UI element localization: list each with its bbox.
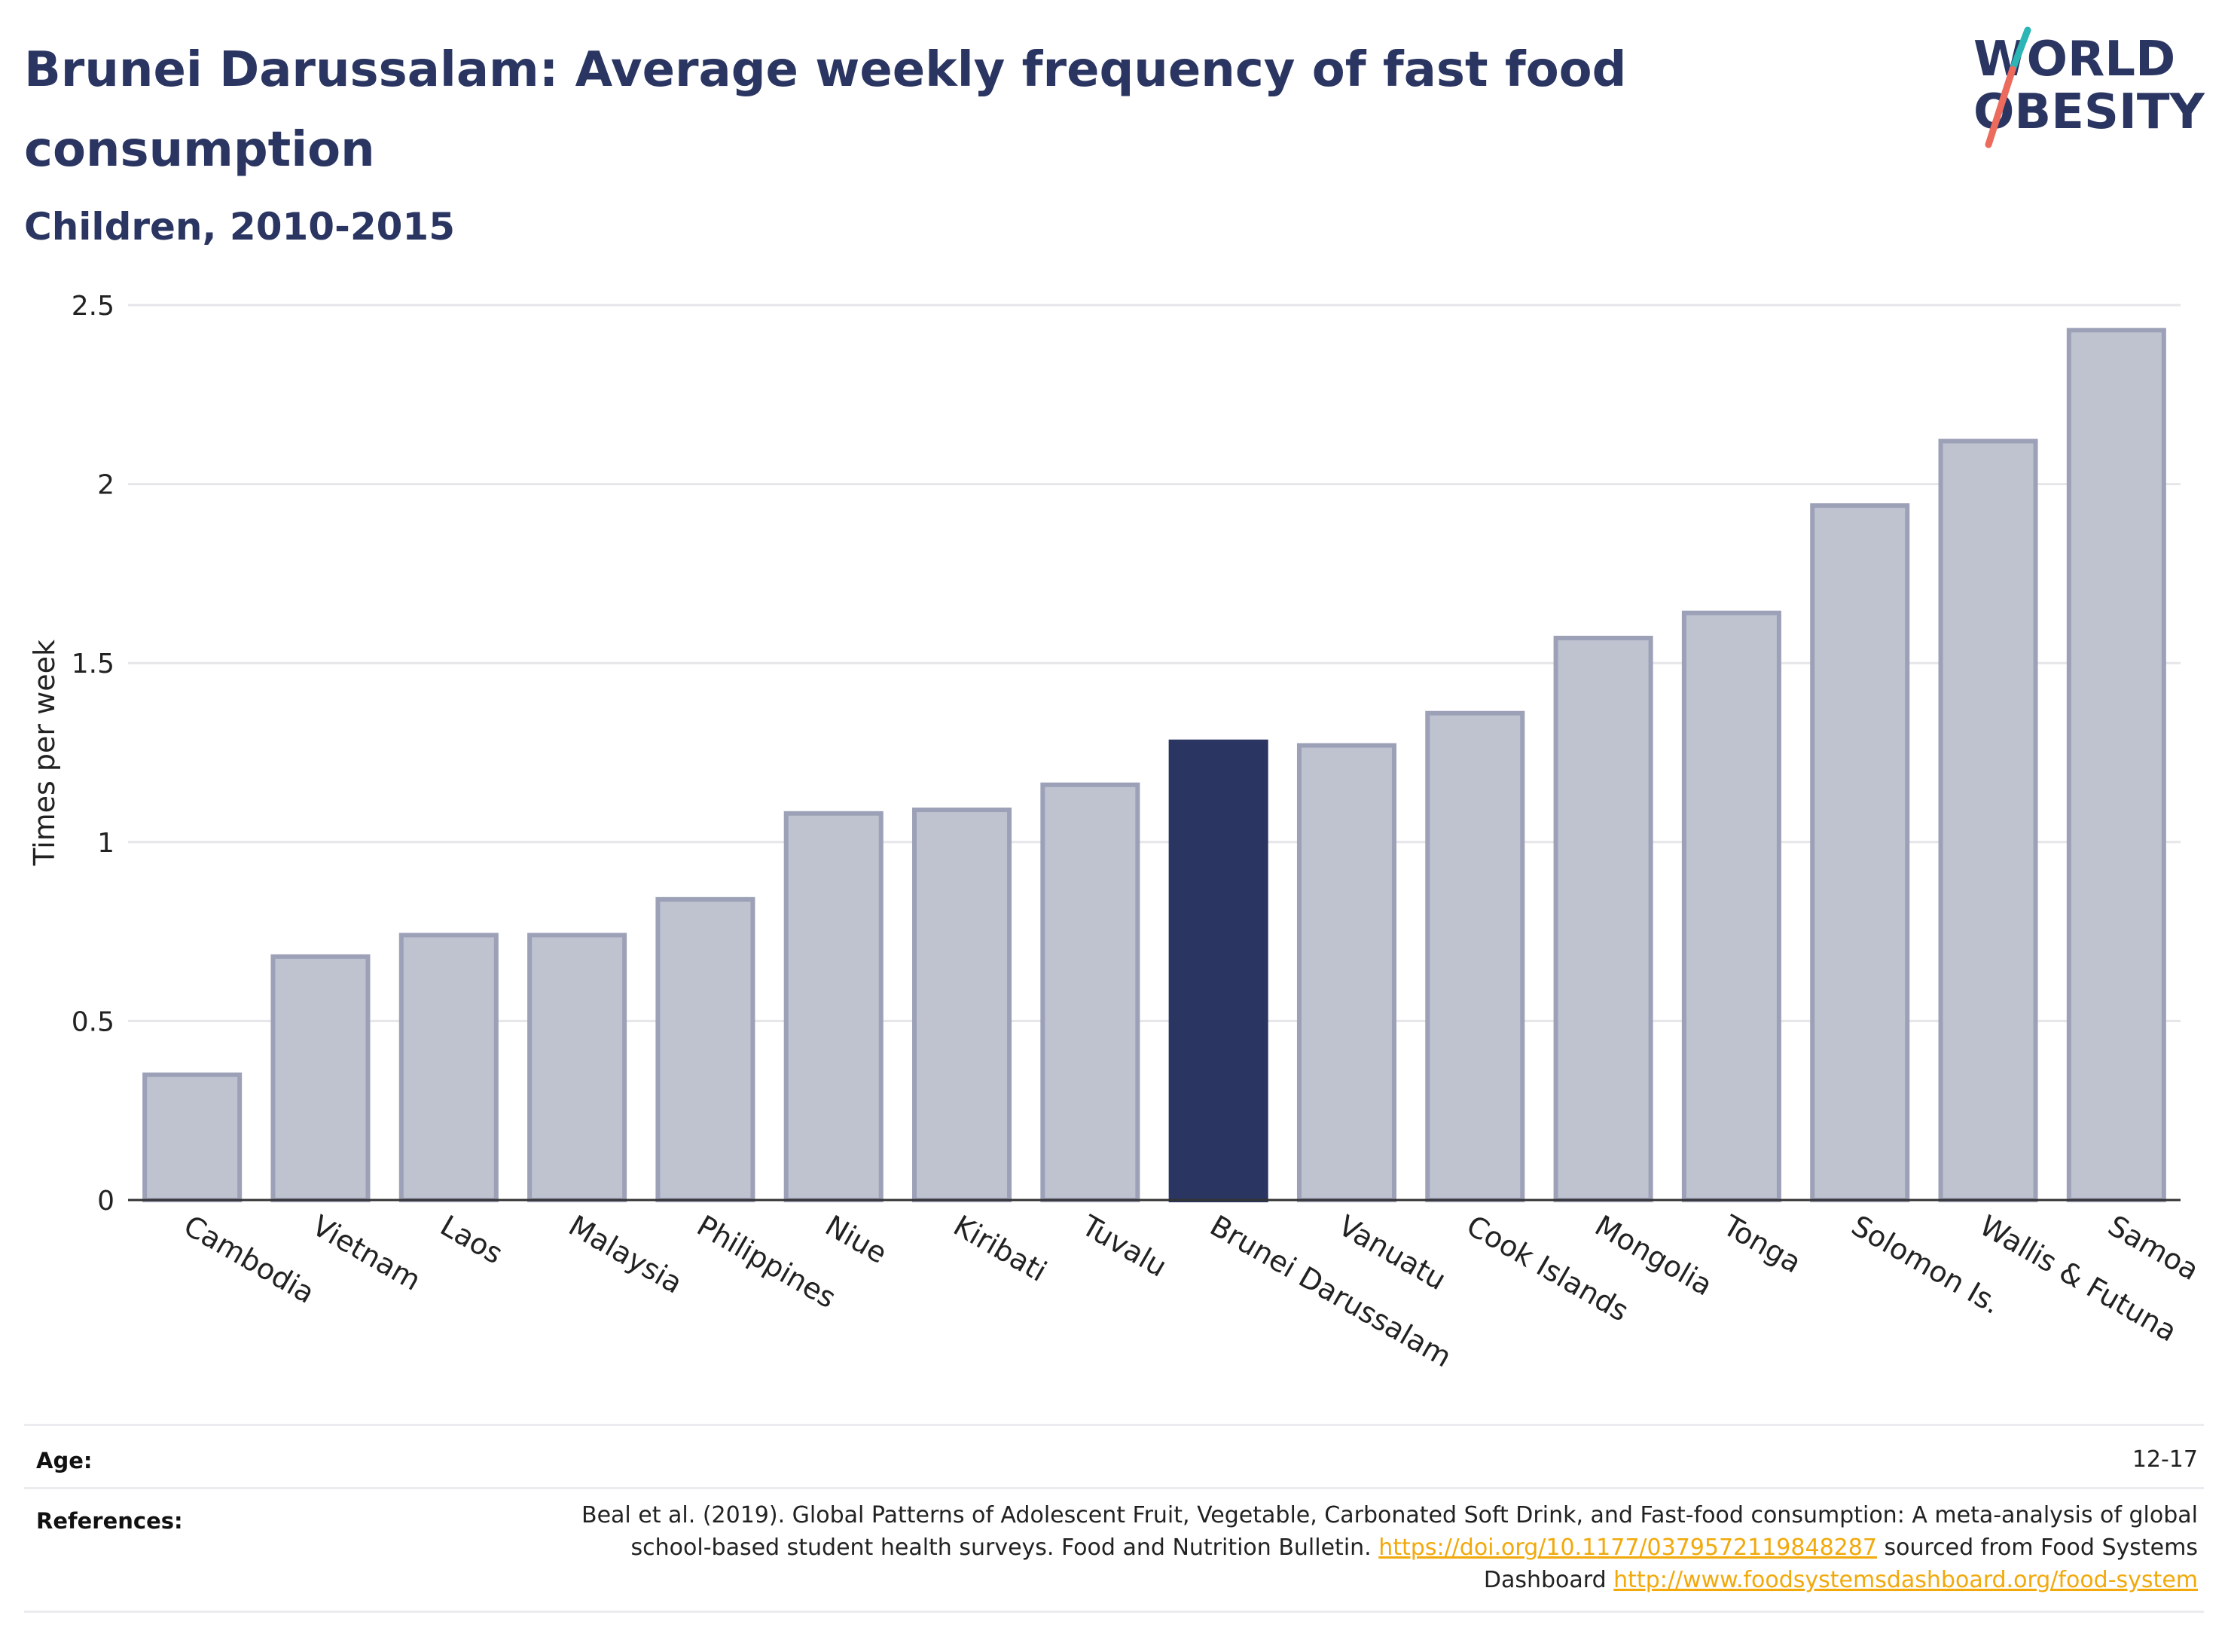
dashboard-link[interactable]: http://www.foodsystemsdashboard.org/food… bbox=[1613, 1567, 2198, 1593]
x-tick-label: Tuvalu bbox=[1076, 1208, 1172, 1284]
x-tick-label: Malaysia bbox=[563, 1209, 688, 1300]
y-tick-labels: 0 0.5 1 1.5 2 2.5 bbox=[72, 291, 114, 1217]
bar bbox=[1681, 610, 1781, 1202]
x-tick-label: Brunei Darussalam bbox=[1204, 1209, 1457, 1374]
bar bbox=[1810, 503, 1910, 1202]
chart-subtitle: Children, 2010-2015 bbox=[24, 205, 455, 249]
age-value: 12-17 bbox=[2132, 1446, 2198, 1473]
chart-title: Brunei Darussalam: Average weekly freque… bbox=[24, 42, 1627, 178]
world-obesity-logo: WORLD OBESITY bbox=[1973, 26, 2205, 148]
bar bbox=[1040, 782, 1140, 1202]
y-tick-label: 2 bbox=[97, 470, 114, 501]
y-tick-label: 0 bbox=[97, 1186, 114, 1217]
bars bbox=[142, 328, 2166, 1203]
y-tick-label: 1 bbox=[97, 828, 114, 859]
bar bbox=[1296, 743, 1396, 1202]
bar bbox=[1938, 438, 2038, 1203]
references-text: Beal et al. (2019). Global Patterns of A… bbox=[541, 1499, 2198, 1596]
x-tick-label: Vietnam bbox=[307, 1209, 426, 1297]
x-tick-label: Kiribati bbox=[948, 1209, 1053, 1288]
x-tick-label: Samoa bbox=[2102, 1209, 2204, 1287]
x-tick-label: Niue bbox=[819, 1209, 893, 1270]
y-axis-label: Times per week bbox=[28, 640, 61, 866]
bar bbox=[783, 811, 884, 1202]
y-tick-label: 1.5 bbox=[72, 649, 114, 679]
footer-divider-top bbox=[24, 1424, 2204, 1426]
bar bbox=[1168, 739, 1268, 1202]
logo-line-1: WORLD bbox=[1973, 32, 2175, 87]
ref-text-1: Beal et al. (2019). Global Patterns of A… bbox=[581, 1502, 2198, 1561]
bar bbox=[655, 896, 755, 1202]
references-label: References: bbox=[36, 1508, 183, 1534]
x-tick-label: Philippines bbox=[691, 1209, 841, 1315]
bar bbox=[1425, 710, 1525, 1202]
bar bbox=[142, 1072, 243, 1203]
age-label: Age: bbox=[36, 1448, 93, 1473]
x-tick-label: Tonga bbox=[1717, 1208, 1807, 1279]
y-tick-label: 0.5 bbox=[72, 1006, 114, 1037]
bar bbox=[2066, 328, 2166, 1202]
y-tick-label: 2.5 bbox=[72, 291, 114, 322]
footer-divider-bottom bbox=[24, 1611, 2204, 1613]
x-tick-label: Cambodia bbox=[179, 1209, 320, 1310]
footer-divider-mid bbox=[24, 1487, 2204, 1489]
bar bbox=[1553, 635, 1653, 1203]
logo-line-2: OBESITY bbox=[1973, 84, 2205, 140]
bar bbox=[270, 954, 371, 1202]
bar bbox=[912, 808, 1012, 1202]
doi-link[interactable]: https://doi.org/10.1177/0379572119848287 bbox=[1378, 1534, 1877, 1561]
bar bbox=[527, 933, 627, 1202]
ref-text-2: sourced from Food Systems Dashboard bbox=[1483, 1534, 2198, 1593]
x-tick-label: Laos bbox=[435, 1209, 508, 1271]
bar bbox=[398, 933, 499, 1202]
